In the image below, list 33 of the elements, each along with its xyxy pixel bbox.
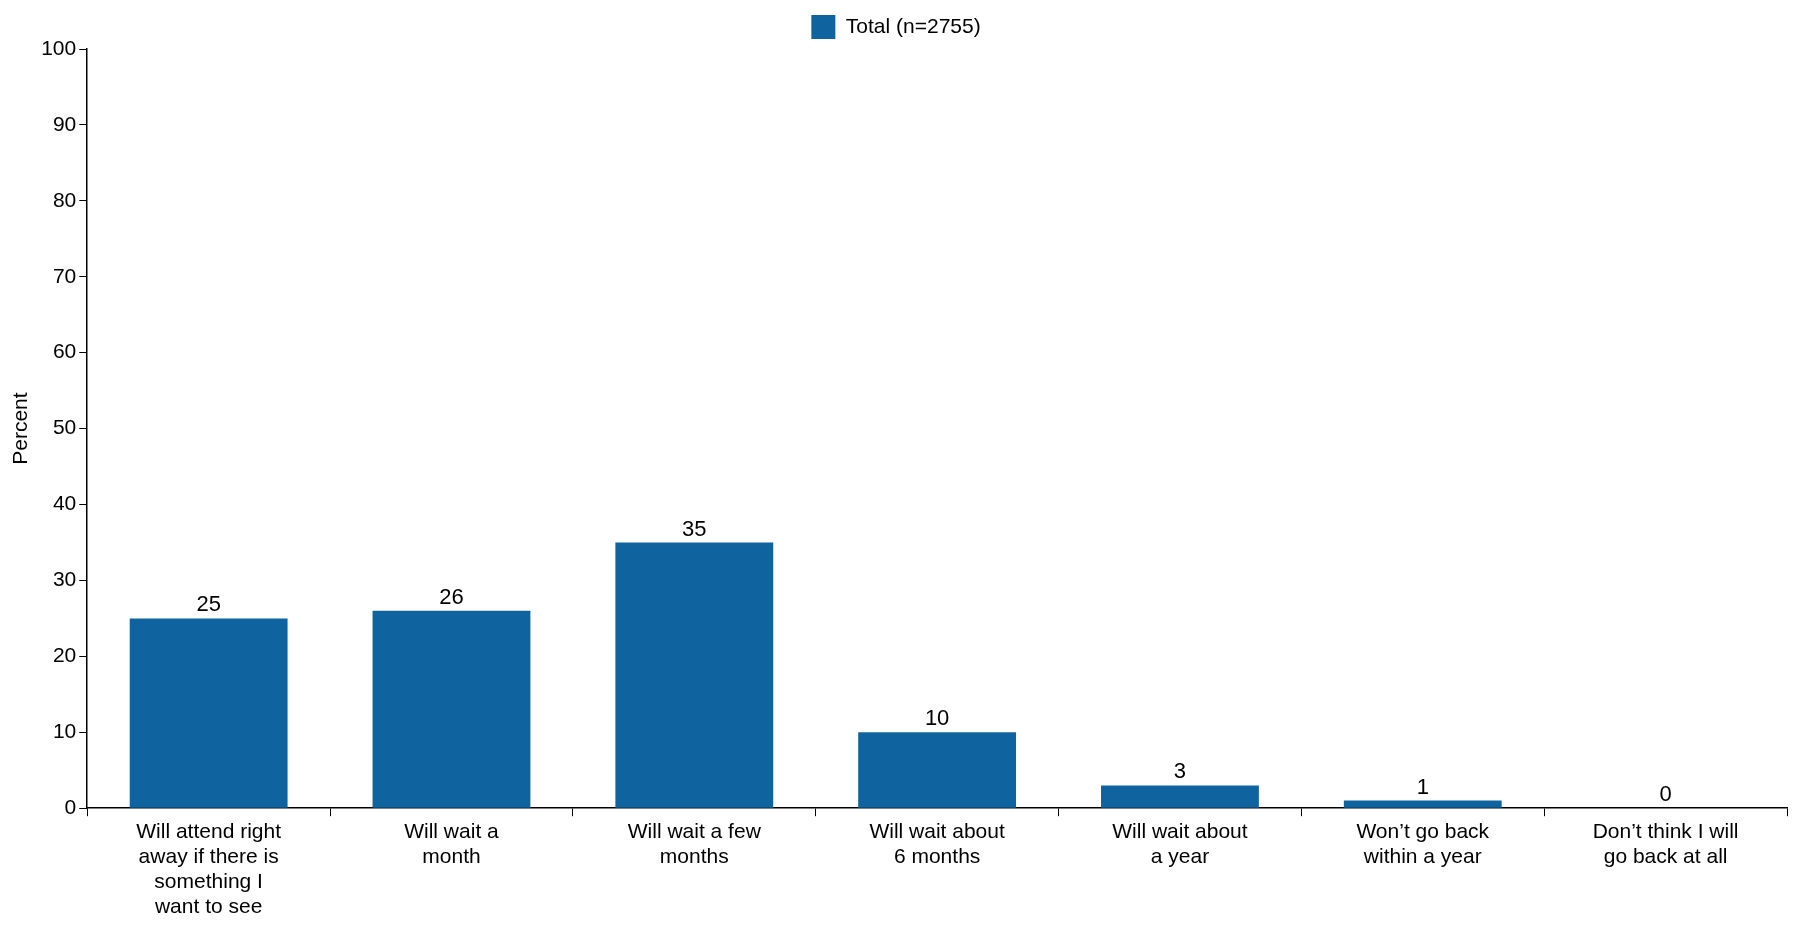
y-tick-label: 70 xyxy=(52,263,77,287)
bar xyxy=(615,542,774,808)
data-label: 25 xyxy=(196,591,221,617)
x-tick-label: Will wait a month xyxy=(404,818,500,867)
y-tick-label: 100 xyxy=(41,35,77,59)
y-tick-label: 20 xyxy=(52,643,77,667)
y-tick-label: 40 xyxy=(52,491,77,515)
y-tick-label: 0 xyxy=(64,795,77,818)
y-tick-label: 30 xyxy=(52,567,77,591)
data-label: 35 xyxy=(682,515,707,541)
data-label: 26 xyxy=(439,583,464,609)
data-label: 1 xyxy=(1416,773,1429,799)
bar xyxy=(1343,800,1502,808)
data-label: 10 xyxy=(924,705,950,731)
bar xyxy=(372,610,531,808)
legend-label: Total (n=2755) xyxy=(845,13,981,37)
data-label: 3 xyxy=(1173,758,1187,784)
x-tick-label: Will wait a few months xyxy=(627,818,762,867)
y-tick-label: 60 xyxy=(52,339,77,363)
y-tick-label: 10 xyxy=(52,719,77,743)
data-label: 0 xyxy=(1659,781,1672,807)
y-tick-label: 80 xyxy=(52,187,77,211)
x-tick-label: Will attend right away if there is something I want to see xyxy=(136,818,282,918)
x-tick-label: Will wait about 6 months xyxy=(869,818,1005,867)
x-tick-label: Will wait about a year xyxy=(1112,818,1248,867)
y-tick-label: 90 xyxy=(52,111,77,135)
y-tick-label: 50 xyxy=(52,415,77,439)
bar xyxy=(1101,785,1259,808)
x-tick-label: Don’t think I will go back at all xyxy=(1592,818,1739,867)
bar xyxy=(858,732,1017,808)
x-tick-label: Won’t go back within a year xyxy=(1356,818,1490,867)
y-axis-title: Percent xyxy=(8,392,32,465)
bar xyxy=(129,618,288,808)
